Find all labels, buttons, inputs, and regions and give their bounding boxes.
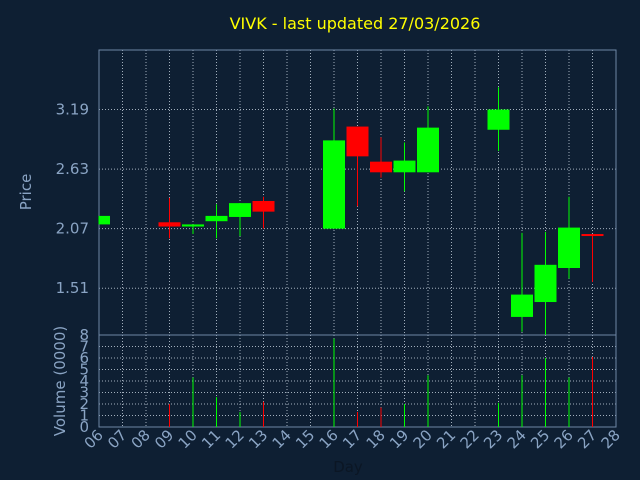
candle-body-12 [229,203,251,217]
x-tick-label: 17 [339,426,365,452]
price-tick-label: 2.07 [56,220,89,238]
x-tick-label: 10 [175,426,201,452]
candle-body-06 [99,215,110,225]
volume-tick-label: 8 [79,326,89,344]
volume-bars [169,338,593,427]
candle-body-09 [158,222,181,227]
candle-body-23 [487,109,510,130]
candle-13 [252,196,275,229]
x-tick-label: 28 [598,426,624,452]
x-tick-label: 09 [151,426,177,452]
x-tick-label: 14 [269,426,295,452]
x-tick-label: 19 [386,426,412,452]
x-tick-label: 22 [457,426,483,452]
candle-12 [229,203,251,237]
price-tick-labels: 1.51 2.07 2.63 3.19 [56,101,89,298]
x-tick-label: 12 [222,426,248,452]
x-tick-label: 25 [527,426,553,452]
x-tick-label: 27 [574,426,600,452]
candle-09 [158,197,181,239]
candle-16 [323,108,345,229]
x-tick-label: 11 [198,426,224,452]
candle-body-13 [252,201,275,212]
x-tick-label: 08 [128,426,154,452]
candle-20 [417,106,439,173]
x-tick-label: 16 [316,426,342,452]
price-tick-label: 3.19 [56,101,89,119]
candle-body-26 [558,227,580,269]
candle-body-17 [346,126,369,157]
x-tick-label: 24 [504,426,530,452]
candle-body-20 [417,127,439,173]
candle-body-19 [393,160,416,173]
candle-25 [534,231,557,335]
volume-tick-label: 2 [79,395,89,413]
x-tick-label: 23 [480,426,506,452]
x-tick-label: 21 [433,426,459,452]
volume-tick-label: 7 [79,338,89,356]
candle-body-18 [370,161,392,173]
candle-26 [558,196,580,279]
chart-title: VIVK - last updated 27/03/2026 [230,14,481,33]
candles [98,87,604,335]
x-tick-label: 15 [292,426,318,452]
x-axis-label: Day [333,458,363,476]
volume-tick-label: 1 [79,407,89,425]
candle-10 [182,224,204,234]
candle-24 [511,232,533,332]
candle-18 [370,137,392,178]
x-tick-label: 13 [245,426,271,452]
volume-tick-label: 0 [79,418,89,436]
volume-tick-label: 3 [79,384,89,402]
x-tick-label: 20 [410,426,436,452]
candle-body-16 [323,140,345,229]
candle-body-10 [182,224,204,227]
candle-body-25 [534,264,557,303]
price-tick-label: 2.63 [56,160,89,178]
candle-27 [581,234,604,282]
volume-tick-label: 4 [79,372,89,390]
price-tick-label: 1.51 [56,279,89,297]
candle-body-11 [205,215,228,222]
candle-11 [205,204,228,239]
x-tick-label: 07 [104,426,130,452]
candle-19 [393,142,416,192]
x-tick-labels: 0607080910111213141516171819202122232425… [81,426,624,452]
volume-tick-label: 5 [79,361,89,379]
candle-body-27 [581,234,604,237]
volume-tick-label: 6 [79,349,89,367]
candle-06 [98,215,110,225]
candle-body-24 [511,294,533,317]
volume-axis-label: Volume (0000) [51,326,69,436]
x-tick-label: 26 [551,426,577,452]
candle-17 [346,126,369,207]
y-axis-label: Price [17,174,35,211]
candle-23 [487,87,510,152]
x-tick-label: 18 [363,426,389,452]
